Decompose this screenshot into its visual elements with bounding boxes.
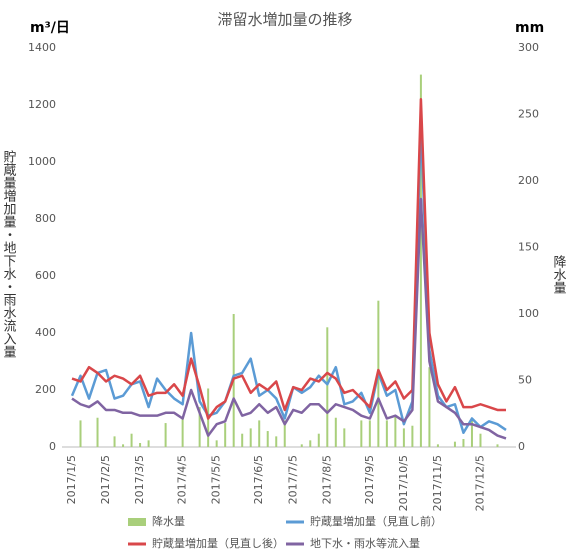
line bbox=[71, 98, 506, 420]
bar bbox=[224, 423, 227, 447]
y-axis-label: 貯蔵量増加量・地下水・雨水流入量 bbox=[1, 150, 17, 358]
y2-tick-label: 250 bbox=[518, 108, 539, 121]
bar bbox=[360, 420, 363, 447]
y-tick-label: 1400 bbox=[28, 41, 56, 54]
bar bbox=[317, 433, 320, 447]
legend-label: 降水量 bbox=[152, 514, 185, 528]
legend-label: 貯蔵量増加量（見直し前） bbox=[310, 514, 442, 528]
bar bbox=[241, 433, 244, 447]
bar bbox=[249, 428, 252, 447]
bar bbox=[79, 420, 82, 447]
y-tick-label: 800 bbox=[35, 212, 56, 225]
bar bbox=[411, 425, 414, 447]
x-tick-label: 2017/3/5 bbox=[133, 455, 146, 504]
legend-label: 地下水・雨水等流入量 bbox=[310, 536, 420, 550]
chart-title: 滞留水増加量の推移 bbox=[217, 11, 352, 29]
y2-tick-label: 150 bbox=[518, 241, 539, 254]
bar bbox=[258, 420, 261, 447]
y2-unit: mm bbox=[515, 20, 544, 36]
x-tick-label: 2017/11/5 bbox=[431, 455, 444, 511]
x-tick-label: 2017/2/5 bbox=[99, 455, 112, 504]
bar bbox=[496, 444, 499, 447]
y2-tick-label: 0 bbox=[518, 440, 525, 453]
y-tick-label: 200 bbox=[35, 383, 56, 396]
bar bbox=[215, 440, 218, 447]
bar bbox=[385, 420, 388, 447]
y2-tick-label: 50 bbox=[518, 374, 532, 387]
x-tick-label: 2017/4/5 bbox=[176, 455, 189, 504]
y2-tick-label: 100 bbox=[518, 307, 539, 320]
y2-tick-label: 200 bbox=[518, 174, 539, 187]
bar bbox=[147, 440, 150, 447]
bar bbox=[402, 428, 405, 447]
x-tick-label: 2017/1/5 bbox=[65, 455, 78, 504]
y-tick-label: 600 bbox=[35, 269, 56, 282]
bar bbox=[462, 439, 465, 447]
x-tick-label: 2017/6/5 bbox=[252, 455, 265, 504]
x-tick-label: 2017/9/5 bbox=[363, 455, 376, 504]
bar bbox=[453, 441, 456, 447]
bar bbox=[343, 428, 346, 447]
bar bbox=[309, 440, 312, 447]
bar bbox=[198, 407, 201, 447]
legend-label: 貯蔵量増加量（見直し後） bbox=[152, 536, 284, 550]
x-tick-label: 2017/12/5 bbox=[473, 455, 486, 511]
bar bbox=[181, 417, 184, 447]
bar bbox=[436, 444, 439, 447]
bar bbox=[139, 443, 142, 447]
bar bbox=[275, 436, 278, 447]
bar bbox=[326, 327, 329, 447]
bar bbox=[419, 74, 422, 447]
x-tick-label: 2017/7/5 bbox=[286, 455, 299, 504]
bar bbox=[122, 444, 125, 447]
y-tick-label: 0 bbox=[49, 440, 56, 453]
y2-axis-label: 降水量 bbox=[551, 255, 566, 294]
bar bbox=[283, 420, 286, 447]
x-tick-label: 2017/8/5 bbox=[320, 455, 333, 504]
bar bbox=[368, 420, 371, 447]
bar bbox=[96, 417, 99, 447]
bar bbox=[470, 420, 473, 447]
bar bbox=[479, 433, 482, 447]
bar bbox=[130, 433, 133, 447]
bar bbox=[334, 417, 337, 447]
bar bbox=[266, 431, 269, 447]
y-tick-label: 1200 bbox=[28, 98, 56, 111]
bar bbox=[164, 423, 167, 447]
y-unit: m³/日 bbox=[30, 20, 70, 36]
y-tick-label: 400 bbox=[35, 326, 56, 339]
legend-swatch bbox=[128, 518, 146, 526]
x-tick-label: 2017/10/5 bbox=[397, 455, 410, 511]
line bbox=[70, 123, 507, 434]
bar bbox=[428, 367, 431, 447]
line bbox=[71, 197, 507, 440]
bar bbox=[300, 444, 303, 447]
bar bbox=[113, 436, 116, 447]
y-tick-label: 1000 bbox=[28, 155, 56, 168]
bar bbox=[394, 415, 397, 447]
y2-tick-label: 300 bbox=[518, 41, 539, 54]
x-tick-label: 2017/5/5 bbox=[210, 455, 223, 504]
